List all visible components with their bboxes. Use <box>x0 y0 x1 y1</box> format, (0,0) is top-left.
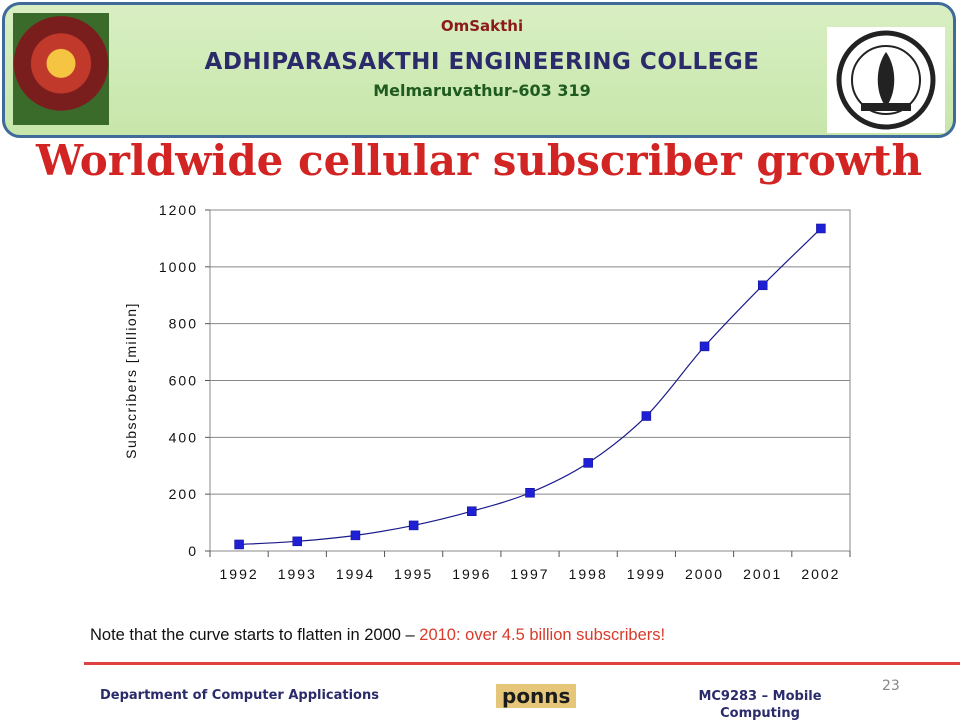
y-tick-label: 800 <box>169 316 198 332</box>
page-number: 23 <box>882 678 900 694</box>
data-point <box>234 539 244 550</box>
x-tick-label: 1995 <box>394 566 433 582</box>
x-tick-label: 1992 <box>220 566 259 582</box>
data-point <box>757 280 768 291</box>
note-highlight: 2010: over 4.5 billion subscribers! <box>419 626 666 644</box>
college-location: Melmaruvathur-603 319 <box>373 81 591 100</box>
slide-title: Worldwide cellular subscriber growth <box>36 136 922 185</box>
footer-brand: ponns <box>496 684 577 708</box>
data-point <box>525 487 535 498</box>
x-tick-label: 1994 <box>336 566 375 582</box>
y-tick-label: 200 <box>169 486 198 502</box>
series-line <box>239 228 822 546</box>
x-tick-label: 1998 <box>569 566 608 582</box>
footer-department: Department of Computer Applications <box>100 688 379 703</box>
footer-course: MC9283 – Mobile Computing <box>698 689 822 721</box>
note-text: Note that the curve starts to flatten in… <box>90 626 420 644</box>
y-tick-label: 400 <box>169 429 198 445</box>
y-axis-label: Subscribers [million] <box>123 302 139 459</box>
x-tick-label: 1993 <box>278 566 317 582</box>
data-point <box>816 223 826 234</box>
college-seal-logo <box>827 27 945 133</box>
y-tick-label: 600 <box>169 373 198 389</box>
data-point <box>699 341 710 352</box>
data-point <box>467 506 477 516</box>
footer-divider <box>84 662 960 665</box>
college-name: ADHIPARASAKTHI ENGINEERING COLLEGE <box>204 49 760 75</box>
header-banner: OmSakthi ADHIPARASAKTHI ENGINEERING COLL… <box>2 2 956 138</box>
deity-logo <box>13 13 109 125</box>
data-point <box>408 520 419 531</box>
y-tick-label: 0 <box>188 543 198 559</box>
data-point <box>641 411 652 421</box>
x-tick-label: 1996 <box>452 566 491 582</box>
data-point <box>583 458 593 468</box>
y-tick-label: 1200 <box>159 202 198 218</box>
x-tick-label: 1997 <box>510 566 549 582</box>
data-point <box>292 536 303 547</box>
y-tick-label: 1000 <box>159 259 198 275</box>
x-tick-label: 2000 <box>685 566 724 582</box>
x-tick-label: 2001 <box>743 566 782 582</box>
data-point <box>350 530 361 541</box>
chart-note: Note that the curve starts to flatten in… <box>90 626 665 645</box>
subscriber-growth-chart: 0 200 400 600 800 1000 1200 1992 1993 1994 1995 199… <box>123 202 851 582</box>
x-tick-label: 2002 <box>801 566 840 582</box>
header-omsakthi: OmSakthi <box>440 17 524 35</box>
x-tick-label: 1999 <box>627 566 666 582</box>
